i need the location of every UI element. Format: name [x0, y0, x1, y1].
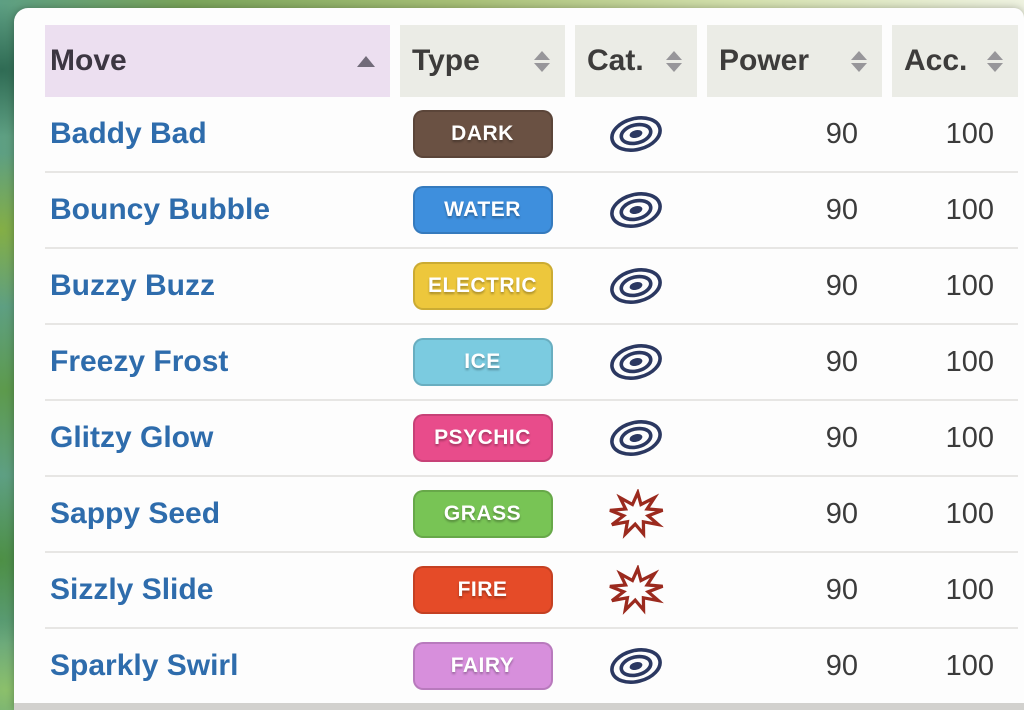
column-header-power[interactable]: Power [707, 25, 882, 97]
column-header-type-label: Type [412, 44, 480, 77]
spiral-special-icon [610, 420, 662, 456]
spiral-special-icon [610, 192, 662, 228]
category-icon [605, 337, 667, 387]
accuracy-value: 100 [945, 117, 994, 150]
column-header-acc-label: Acc. [904, 44, 968, 77]
move-link[interactable]: Baddy Bad [50, 117, 207, 150]
sort-both-icon [534, 50, 550, 72]
table-row: Sparkly Swirl FAIRY 90 100 [45, 629, 1018, 705]
table-row: Glitzy Glow PSYCHIC 90 100 [45, 401, 1018, 477]
column-header-type[interactable]: Type [400, 25, 565, 97]
table-row: Bouncy Bubble WATER 90 100 [45, 173, 1018, 249]
column-header-cat-label: Cat. [587, 44, 644, 77]
table-row: Buzzy Buzz ELECTRIC 90 100 [45, 249, 1018, 325]
table-row: Sappy Seed GRASS 90 100 [45, 477, 1018, 553]
type-badge[interactable]: ICE [412, 338, 553, 386]
move-link[interactable]: Bouncy Bubble [50, 193, 271, 226]
accuracy-value: 100 [945, 497, 994, 530]
accuracy-value: 100 [945, 269, 994, 302]
power-value: 90 [825, 649, 858, 682]
power-value: 90 [825, 269, 858, 302]
sort-ascending-icon [357, 55, 375, 67]
power-value: 90 [825, 573, 858, 606]
category-icon [605, 413, 667, 463]
power-value: 90 [825, 497, 858, 530]
column-header-move[interactable]: Move [45, 25, 390, 97]
category-icon [605, 489, 667, 539]
spiral-special-icon [610, 268, 662, 304]
accuracy-value: 100 [945, 421, 994, 454]
type-badge[interactable]: ELECTRIC [412, 262, 553, 310]
sort-both-icon [851, 50, 867, 72]
moves-table: Move Type Cat. Power Acc. Baddy Bad D [45, 25, 1018, 705]
move-link[interactable]: Glitzy Glow [50, 421, 214, 454]
type-badge[interactable]: FAIRY [412, 642, 553, 690]
category-icon [605, 565, 667, 615]
table-row: Freezy Frost ICE 90 100 [45, 325, 1018, 401]
accuracy-value: 100 [945, 649, 994, 682]
move-link[interactable]: Freezy Frost [50, 345, 229, 378]
table-row: Sizzly Slide FIRE 90 100 [45, 553, 1018, 629]
power-value: 90 [825, 345, 858, 378]
spiral-special-icon [610, 344, 662, 380]
move-link[interactable]: Buzzy Buzz [50, 269, 215, 302]
type-badge[interactable]: PSYCHIC [412, 414, 553, 462]
starburst-physical-icon [609, 565, 664, 615]
category-icon [605, 109, 667, 159]
table-row: Baddy Bad DARK 90 100 [45, 97, 1018, 173]
category-icon [605, 261, 667, 311]
type-badge[interactable]: WATER [412, 186, 553, 234]
move-link[interactable]: Sappy Seed [50, 497, 221, 530]
type-badge[interactable]: DARK [412, 110, 553, 158]
sort-both-icon [987, 50, 1003, 72]
type-badge[interactable]: GRASS [412, 490, 553, 538]
sort-both-icon [666, 50, 682, 72]
power-value: 90 [825, 421, 858, 454]
column-header-cat[interactable]: Cat. [575, 25, 697, 97]
starburst-physical-icon [609, 489, 664, 539]
move-link[interactable]: Sparkly Swirl [50, 649, 239, 682]
accuracy-value: 100 [945, 573, 994, 606]
move-link[interactable]: Sizzly Slide [50, 573, 214, 606]
column-header-acc[interactable]: Acc. [892, 25, 1018, 97]
moves-table-card: Move Type Cat. Power Acc. Baddy Bad D [14, 8, 1024, 710]
power-value: 90 [825, 193, 858, 226]
column-header-move-label: Move [50, 44, 127, 77]
category-icon [605, 185, 667, 235]
column-header-power-label: Power [719, 44, 810, 77]
power-value: 90 [825, 117, 858, 150]
table-bottom-edge [14, 703, 1024, 710]
spiral-special-icon [610, 648, 662, 684]
spiral-special-icon [610, 116, 662, 152]
accuracy-value: 100 [945, 345, 994, 378]
type-badge[interactable]: FIRE [412, 566, 553, 614]
accuracy-value: 100 [945, 193, 994, 226]
table-header-row: Move Type Cat. Power Acc. [45, 25, 1018, 97]
category-icon [605, 641, 667, 691]
